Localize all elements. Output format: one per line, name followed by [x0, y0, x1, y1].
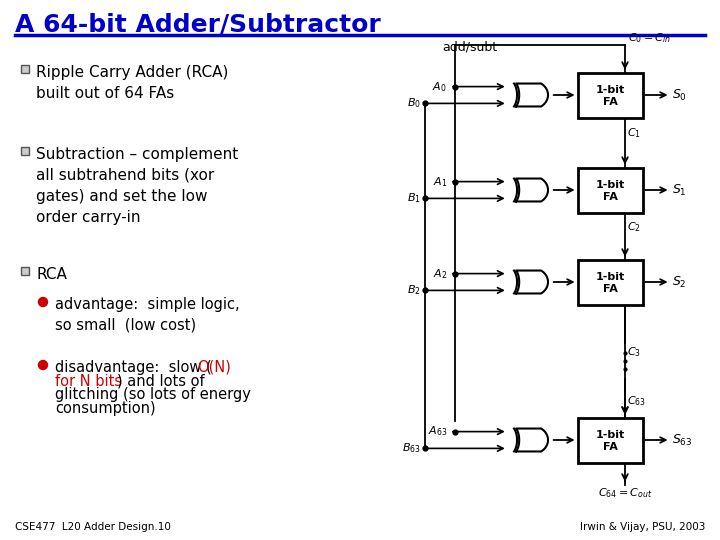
Text: $S_{1}$: $S_{1}$	[672, 183, 687, 198]
Text: A 64-bit Adder/Subtractor: A 64-bit Adder/Subtractor	[15, 12, 381, 36]
Text: 1-bit: 1-bit	[595, 85, 625, 95]
Text: FA: FA	[603, 442, 618, 452]
Text: $B_{1}$: $B_{1}$	[407, 192, 421, 205]
Text: disadvantage:  slow (: disadvantage: slow (	[55, 360, 212, 375]
Text: ) and lots of: ) and lots of	[117, 374, 204, 388]
Bar	[21, 267, 29, 275]
Text: $A_{0}$: $A_{0}$	[433, 80, 447, 93]
Text: Subtraction – complement
all subtrahend bits (xor
gates) and set the low
order c: Subtraction – complement all subtrahend …	[36, 147, 238, 225]
Text: $B_{63}$: $B_{63}$	[402, 442, 421, 455]
Polygon shape	[516, 84, 548, 106]
Bar	[577, 72, 642, 118]
Text: FA: FA	[603, 192, 618, 202]
Bar	[577, 167, 642, 213]
Polygon shape	[516, 429, 548, 451]
Polygon shape	[516, 271, 548, 293]
Text: $C_{2}$: $C_{2}$	[627, 220, 641, 234]
Text: O(N): O(N)	[197, 360, 231, 375]
Text: $B_{0}$: $B_{0}$	[407, 97, 421, 110]
Bar	[21, 65, 29, 73]
Text: add/subt: add/subt	[442, 40, 497, 53]
Text: $B_{2}$: $B_{2}$	[408, 284, 421, 298]
Text: $A_{63}$: $A_{63}$	[428, 424, 447, 438]
Text: for N bits: for N bits	[55, 374, 122, 388]
Text: $C_{1}$: $C_{1}$	[627, 127, 641, 140]
Text: FA: FA	[603, 97, 618, 107]
Bar	[21, 147, 29, 155]
Text: 1-bit: 1-bit	[595, 180, 625, 190]
Text: advantage:  simple logic,
so small  (low cost): advantage: simple logic, so small (low c…	[55, 297, 240, 333]
Text: $C_0=C_{in}$: $C_0=C_{in}$	[628, 31, 671, 45]
Text: consumption): consumption)	[55, 401, 156, 415]
Text: $S_{0}$: $S_{0}$	[672, 87, 688, 103]
Text: $A_{1}$: $A_{1}$	[433, 175, 447, 188]
Text: FA: FA	[603, 284, 618, 294]
Text: RCA: RCA	[36, 267, 67, 282]
Circle shape	[38, 361, 48, 369]
Text: Ripple Carry Adder (RCA)
built out of 64 FAs: Ripple Carry Adder (RCA) built out of 64…	[36, 65, 228, 101]
Polygon shape	[516, 179, 548, 201]
Text: 1-bit: 1-bit	[595, 272, 625, 282]
Text: CSE477  L20 Adder Design.10: CSE477 L20 Adder Design.10	[15, 522, 171, 532]
Text: $C_{63}$: $C_{63}$	[627, 394, 646, 408]
Text: 1-bit: 1-bit	[595, 430, 625, 440]
Text: glitching (so lots of energy: glitching (so lots of energy	[55, 387, 251, 402]
Bar	[577, 260, 642, 305]
Bar	[577, 417, 642, 462]
Text: $A_{2}$: $A_{2}$	[433, 267, 447, 280]
Text: $S_{63}$: $S_{63}$	[672, 433, 693, 448]
Text: $C_{3}$: $C_{3}$	[627, 345, 641, 359]
Text: $C_{64}=C_{out}$: $C_{64}=C_{out}$	[598, 487, 652, 500]
Circle shape	[38, 298, 48, 307]
Text: $S_{2}$: $S_{2}$	[672, 274, 687, 289]
Text: Irwin & Vijay, PSU, 2003: Irwin & Vijay, PSU, 2003	[580, 522, 705, 532]
